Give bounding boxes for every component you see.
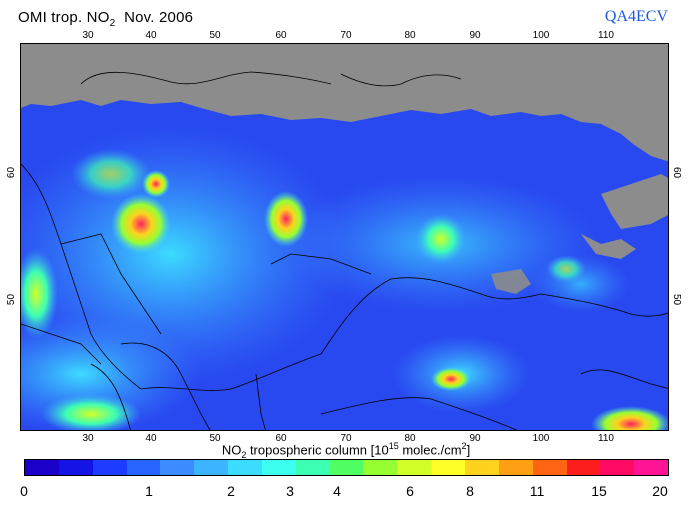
colorbar-segment bbox=[363, 460, 398, 475]
colorbar-segment bbox=[329, 460, 364, 475]
colorbar bbox=[24, 459, 669, 476]
colorbar-tick: 8 bbox=[466, 483, 474, 499]
colorbar-segment bbox=[634, 460, 669, 475]
lon-tick-bottom: 90 bbox=[469, 433, 481, 444]
map-title: OMI trop. NO2 Nov. 2006 bbox=[18, 9, 194, 29]
lon-tick-top: 50 bbox=[209, 30, 221, 41]
lon-tick-top: 90 bbox=[469, 30, 481, 41]
colorbar-tick: 11 bbox=[529, 483, 545, 499]
colorbar-tick: 6 bbox=[406, 483, 414, 499]
lon-tick-bottom: 80 bbox=[404, 433, 416, 444]
colorbar-segment bbox=[160, 460, 195, 475]
lat-tick-right: 50 bbox=[671, 293, 683, 306]
colorbar-segment bbox=[194, 460, 229, 475]
no2-map bbox=[20, 43, 669, 431]
lon-tick-top: 30 bbox=[82, 30, 94, 41]
lon-tick-top: 100 bbox=[532, 30, 550, 41]
lon-tick-top: 110 bbox=[598, 30, 614, 41]
colorbar-segment bbox=[295, 460, 330, 475]
colorbar-segment bbox=[25, 460, 59, 475]
colorbar-tick: 3 bbox=[286, 483, 294, 499]
lon-tick-top: 40 bbox=[145, 30, 157, 41]
colorbar-segment bbox=[397, 460, 432, 475]
colorbar-segment bbox=[600, 460, 635, 475]
colorbar-segment bbox=[228, 460, 262, 475]
lat-tick-left: 60 bbox=[6, 166, 18, 179]
lon-tick-top: 80 bbox=[404, 30, 416, 41]
map-field bbox=[21, 44, 668, 430]
colorbar-segment bbox=[566, 460, 601, 475]
lon-tick-top: 70 bbox=[340, 30, 352, 41]
lon-tick-bottom: 70 bbox=[340, 433, 352, 444]
colorbar-segment bbox=[431, 460, 465, 475]
colorbar-tick: 0 bbox=[20, 483, 28, 499]
brand-logo-text: QA4ECV bbox=[604, 8, 668, 25]
colorbar-segment bbox=[498, 460, 533, 475]
lon-tick-bottom: 50 bbox=[209, 433, 221, 444]
colorbar-segment bbox=[126, 460, 161, 475]
colorbar-segment bbox=[58, 460, 93, 475]
colorbar-segment bbox=[92, 460, 127, 475]
colorbar-segment bbox=[464, 460, 499, 475]
lon-tick-bottom: 100 bbox=[532, 433, 550, 444]
lon-tick-bottom: 60 bbox=[275, 433, 287, 444]
colorbar-tick: 15 bbox=[591, 483, 607, 499]
colorbar-label: NO2 tropospheric column [1015 molec./cm2… bbox=[221, 441, 471, 460]
lon-tick-bottom: 40 bbox=[145, 433, 157, 444]
lon-tick-top: 60 bbox=[275, 30, 287, 41]
lat-tick-right: 60 bbox=[671, 166, 683, 179]
lat-tick-left: 50 bbox=[6, 293, 18, 306]
colorbar-segment bbox=[261, 460, 296, 475]
lon-tick-bottom: 110 bbox=[598, 433, 614, 444]
colorbar-tick: 20 bbox=[652, 483, 668, 499]
lon-tick-bottom: 30 bbox=[82, 433, 94, 444]
colorbar-segment bbox=[532, 460, 567, 475]
colorbar-tick: 2 bbox=[227, 483, 235, 499]
colorbar-tick: 1 bbox=[145, 483, 153, 499]
colorbar-tick: 4 bbox=[333, 483, 341, 499]
